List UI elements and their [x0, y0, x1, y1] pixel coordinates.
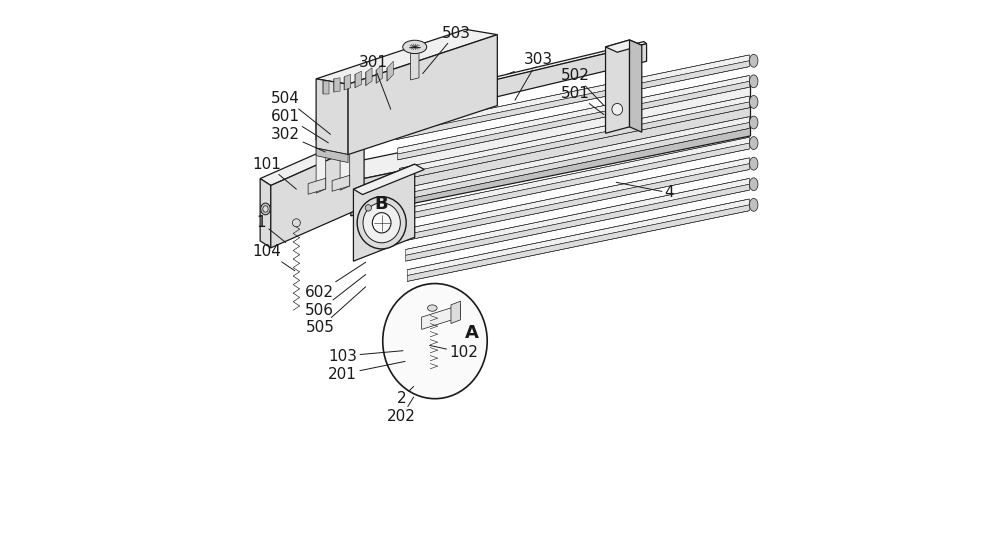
- Polygon shape: [401, 123, 749, 200]
- Ellipse shape: [749, 95, 758, 108]
- Text: 301: 301: [359, 55, 391, 109]
- Polygon shape: [597, 53, 604, 65]
- Polygon shape: [399, 102, 749, 180]
- Polygon shape: [348, 35, 497, 155]
- Polygon shape: [308, 178, 326, 194]
- Polygon shape: [402, 143, 749, 221]
- Polygon shape: [344, 75, 351, 90]
- Polygon shape: [463, 81, 470, 93]
- Polygon shape: [406, 179, 749, 255]
- Ellipse shape: [292, 219, 300, 227]
- Polygon shape: [323, 81, 329, 94]
- Polygon shape: [415, 314, 417, 329]
- Ellipse shape: [749, 116, 758, 129]
- Text: 201: 201: [328, 361, 405, 382]
- Text: 501: 501: [561, 86, 604, 115]
- Polygon shape: [351, 99, 751, 200]
- Polygon shape: [260, 138, 364, 185]
- Polygon shape: [606, 40, 630, 133]
- Polygon shape: [387, 61, 393, 81]
- Polygon shape: [530, 67, 537, 79]
- Text: A: A: [465, 324, 479, 342]
- Text: 506: 506: [305, 274, 366, 318]
- Polygon shape: [630, 40, 642, 132]
- Polygon shape: [260, 179, 271, 248]
- Polygon shape: [485, 76, 492, 88]
- Text: 303: 303: [515, 52, 553, 100]
- Ellipse shape: [372, 213, 391, 233]
- Polygon shape: [422, 305, 461, 329]
- Ellipse shape: [749, 157, 758, 170]
- Ellipse shape: [612, 103, 623, 115]
- Text: 1: 1: [256, 215, 286, 243]
- Text: 104: 104: [252, 244, 295, 271]
- Polygon shape: [316, 148, 348, 163]
- Polygon shape: [407, 205, 749, 281]
- Ellipse shape: [749, 54, 758, 67]
- Polygon shape: [415, 305, 441, 316]
- Text: 103: 103: [328, 349, 403, 364]
- Polygon shape: [271, 144, 364, 248]
- Polygon shape: [316, 42, 647, 123]
- Polygon shape: [451, 301, 461, 324]
- Polygon shape: [332, 175, 350, 191]
- Polygon shape: [404, 164, 749, 241]
- Ellipse shape: [749, 178, 758, 191]
- Polygon shape: [606, 40, 642, 52]
- Text: 503: 503: [423, 26, 471, 74]
- Polygon shape: [353, 164, 424, 195]
- Text: 504: 504: [271, 91, 331, 134]
- Polygon shape: [366, 68, 372, 85]
- Text: B: B: [375, 195, 388, 213]
- Polygon shape: [406, 184, 749, 261]
- Polygon shape: [407, 199, 749, 276]
- Ellipse shape: [749, 198, 758, 211]
- Polygon shape: [399, 96, 749, 174]
- Text: 302: 302: [271, 127, 325, 152]
- Text: 4: 4: [616, 182, 674, 200]
- Polygon shape: [396, 61, 749, 140]
- Polygon shape: [355, 71, 361, 88]
- Ellipse shape: [749, 136, 758, 150]
- Ellipse shape: [365, 205, 372, 211]
- Text: 202: 202: [387, 397, 416, 424]
- Polygon shape: [334, 78, 340, 92]
- Text: 101: 101: [252, 157, 296, 189]
- Ellipse shape: [261, 203, 270, 215]
- Text: 601: 601: [271, 109, 328, 143]
- Polygon shape: [351, 80, 751, 181]
- Text: 505: 505: [305, 287, 366, 335]
- Text: 2: 2: [397, 386, 414, 406]
- Ellipse shape: [263, 206, 268, 212]
- Polygon shape: [404, 158, 749, 235]
- Polygon shape: [396, 55, 749, 134]
- Polygon shape: [316, 144, 326, 193]
- Text: 602: 602: [305, 262, 366, 300]
- Polygon shape: [316, 29, 497, 84]
- Polygon shape: [575, 58, 582, 69]
- Polygon shape: [353, 164, 415, 261]
- Ellipse shape: [357, 197, 406, 249]
- Polygon shape: [401, 117, 749, 195]
- Ellipse shape: [428, 305, 437, 311]
- Polygon shape: [398, 76, 749, 154]
- Polygon shape: [351, 120, 751, 216]
- Polygon shape: [552, 62, 559, 74]
- Ellipse shape: [383, 284, 487, 399]
- Polygon shape: [376, 64, 383, 83]
- Polygon shape: [398, 82, 749, 160]
- Polygon shape: [340, 142, 350, 190]
- Polygon shape: [316, 79, 348, 155]
- Ellipse shape: [749, 75, 758, 88]
- Polygon shape: [410, 51, 419, 80]
- Ellipse shape: [403, 40, 427, 54]
- Polygon shape: [402, 137, 749, 215]
- Text: 102: 102: [430, 345, 478, 360]
- Polygon shape: [316, 44, 647, 140]
- Polygon shape: [507, 71, 514, 83]
- Ellipse shape: [363, 203, 400, 243]
- Text: 502: 502: [561, 68, 604, 106]
